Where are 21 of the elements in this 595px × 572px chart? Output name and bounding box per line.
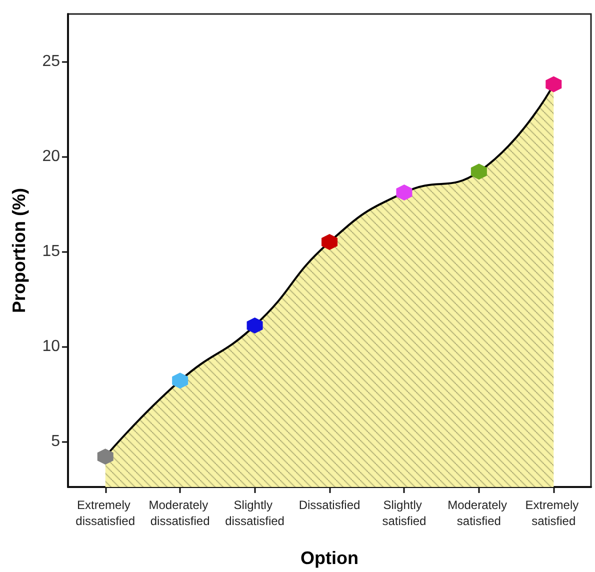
x-axis-title: Option	[300, 548, 358, 568]
y-tick-label: 25	[42, 52, 60, 70]
x-tick-label: Dissatisfied	[298, 498, 360, 512]
point	[172, 372, 188, 389]
x-tick-label: Slightly dissatisfied	[225, 498, 284, 528]
x-tick-label: Extremely satisfied	[525, 498, 582, 528]
point	[97, 448, 114, 465]
point	[396, 184, 412, 201]
x-tick-label: Moderately satisfied	[448, 498, 510, 528]
y-tick-label: 15	[42, 242, 60, 260]
x-tick-label: Moderately dissatisfied	[148, 498, 212, 528]
y-tick-label: 5	[51, 432, 60, 450]
point	[246, 318, 263, 334]
y-tick-label: 10	[42, 338, 60, 355]
y-axis-title: Proportion (%)	[9, 188, 29, 313]
x-tick-label: Slightly satisfied	[382, 498, 426, 528]
point	[546, 76, 562, 92]
x-tick-label: Extremely dissatisfied	[76, 498, 136, 528]
point	[322, 234, 338, 250]
y-tick-label: 20	[42, 148, 60, 165]
point	[470, 164, 487, 180]
